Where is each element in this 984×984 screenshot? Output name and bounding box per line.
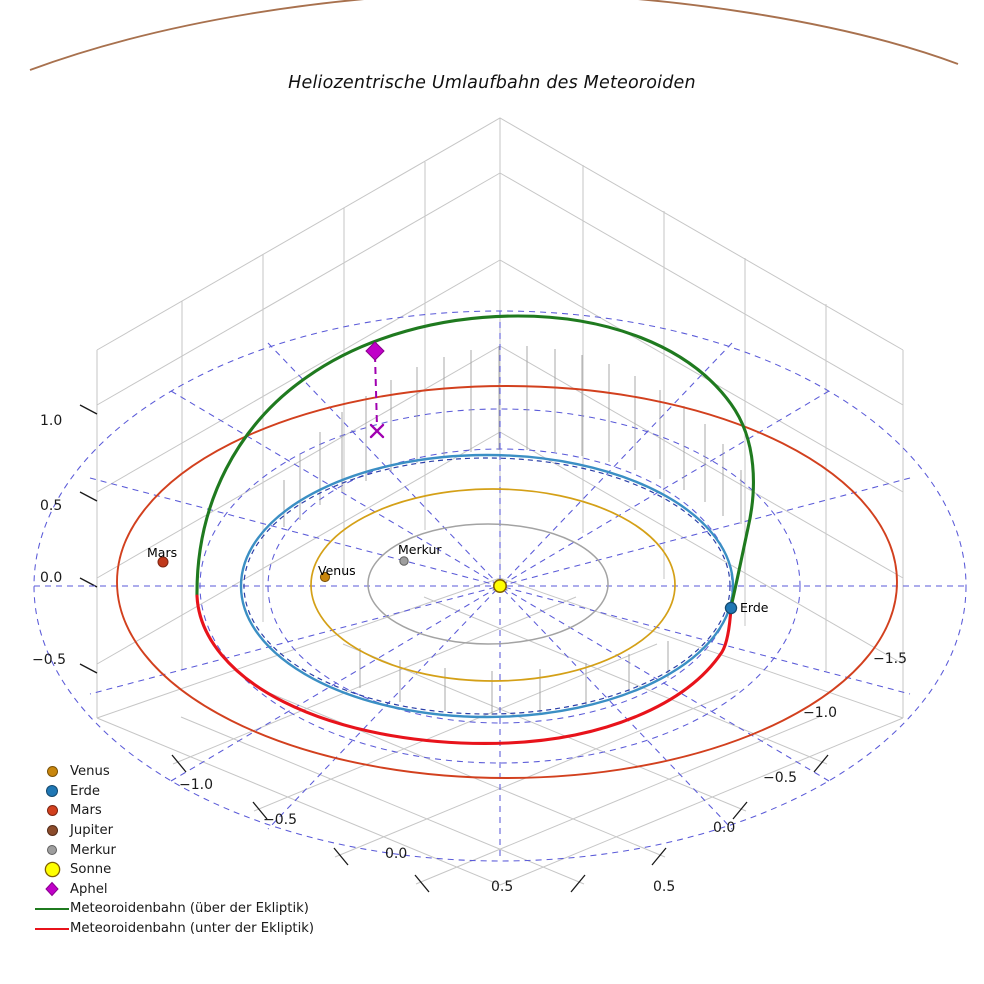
legend-item-aphel[interactable]: Aphel [34, 880, 314, 900]
venus-swatch-icon [34, 767, 70, 777]
sonne-marker [492, 578, 507, 593]
merkur-orbit-curve [367, 523, 609, 645]
x-tick-label-1: −0.5 [263, 812, 297, 828]
mars-swatch-icon [34, 806, 70, 816]
meteoroid-orbit-below-ecliptic [195, 594, 733, 745]
erde-swatch-icon [34, 786, 70, 797]
y-tick-label-3: 0.0 [713, 820, 736, 836]
legend-label-erde: Erde [70, 783, 101, 799]
meteoroid-below-line-icon [34, 927, 70, 930]
legend-label-meteoroid-below: Meteoroidenbahn (unter der Ekliptik) [70, 921, 315, 937]
erde-label: Erde [740, 600, 769, 615]
legend-item-meteoroid-below[interactable]: Meteoroidenbahn (unter der Ekliptik) [34, 919, 314, 939]
mars-orbit-curve [116, 385, 898, 779]
sonne-swatch-icon [34, 863, 70, 877]
x-tick-label-2: 0.0 [385, 846, 408, 862]
erde-marker [724, 601, 738, 615]
axes-3d-wireframe [96, 117, 904, 886]
legend-item-merkur[interactable]: Merkur [34, 840, 314, 860]
y-tick-label-2: −0.5 [763, 770, 797, 786]
merkur-swatch-icon [34, 846, 70, 855]
erde-orbit-curve [239, 453, 735, 719]
y-tick-label-4: 0.5 [653, 879, 676, 895]
legend-item-erde[interactable]: Erde [34, 782, 314, 802]
legend-label-merkur: Merkur [70, 842, 116, 858]
aphel-swatch-icon [34, 881, 70, 897]
legend: Venus Erde Mars Jupiter Merkur [34, 762, 314, 938]
legend-item-mars[interactable]: Mars [34, 801, 314, 821]
legend-item-meteoroid-above[interactable]: Meteoroidenbahn (über der Ekliptik) [34, 899, 314, 919]
page-title: Heliozentrische Umlaufbahn des Meteoroid… [288, 73, 696, 93]
x-tick-label-3: 0.5 [491, 879, 514, 895]
z-tick-label-1: 0.5 [40, 498, 63, 514]
legend-label-meteoroid-above: Meteoroidenbahn (über der Ekliptik) [70, 901, 309, 917]
legend-item-jupiter[interactable]: Jupiter [34, 821, 314, 841]
legend-label-sonne: Sonne [70, 862, 112, 878]
mars-label: Mars [147, 545, 178, 560]
z-tick-label-2: 0.0 [40, 570, 63, 586]
legend-label-aphel: Aphel [70, 881, 108, 897]
legend-label-jupiter: Jupiter [70, 823, 113, 839]
aphel-projection-x-marker [369, 423, 385, 439]
z-tick-label-3: −0.5 [32, 652, 66, 668]
meteoroid-above-line-icon [34, 907, 70, 910]
mars-marker [157, 556, 169, 568]
merkur-marker [399, 556, 409, 566]
jupiter-orbit-curve [29, 0, 959, 71]
venus-orbit-curve [310, 488, 676, 682]
legend-item-venus[interactable]: Venus [34, 762, 314, 782]
x-tick-label-0: −1.0 [179, 777, 213, 793]
jupiter-swatch-icon [34, 826, 70, 836]
legend-label-mars: Mars [70, 803, 102, 819]
merkur-label: Merkur [398, 542, 442, 557]
venus-marker [319, 571, 331, 583]
meteoroid-orbit-above-ecliptic [195, 314, 755, 609]
aphel-marker [365, 341, 385, 361]
y-tick-label-0: −1.5 [873, 651, 907, 667]
z-tick-label-0: 1.0 [40, 413, 63, 429]
aphel-drop-line [374, 354, 378, 428]
venus-label: Venus [318, 563, 356, 578]
legend-label-venus: Venus [70, 764, 110, 780]
y-tick-label-1: −1.0 [803, 705, 837, 721]
planet-body-markers [157, 556, 738, 615]
legend-item-sonne[interactable]: Sonne [34, 860, 314, 880]
